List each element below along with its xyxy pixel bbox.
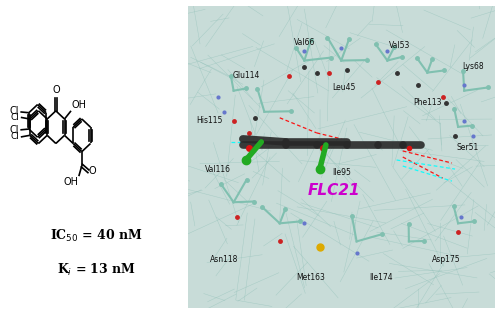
Text: OH: OH <box>64 177 78 187</box>
Text: Val53: Val53 <box>389 41 410 50</box>
Text: Asn118: Asn118 <box>210 255 238 264</box>
Text: Phe113: Phe113 <box>413 98 442 107</box>
Text: Cl: Cl <box>11 113 20 122</box>
Text: O: O <box>52 85 60 95</box>
Text: Asp175: Asp175 <box>432 255 460 264</box>
Text: Cl: Cl <box>10 126 20 136</box>
Text: FLC21: FLC21 <box>308 183 360 198</box>
Text: IC$_{50}$ = 40 nM: IC$_{50}$ = 40 nM <box>50 227 142 244</box>
Text: Leu45: Leu45 <box>332 83 356 92</box>
Text: Cl: Cl <box>10 106 20 116</box>
Text: Met163: Met163 <box>296 273 325 282</box>
Text: Ser51: Ser51 <box>456 143 478 153</box>
Text: Cl: Cl <box>11 133 20 142</box>
Text: Ile95: Ile95 <box>332 168 350 176</box>
Text: K$_i$ = 13 nM: K$_i$ = 13 nM <box>57 262 136 278</box>
Text: O: O <box>89 166 96 176</box>
Text: Lys68: Lys68 <box>462 62 484 71</box>
Text: Val66: Val66 <box>294 38 315 47</box>
Text: Glu114: Glu114 <box>232 71 260 80</box>
Text: Val116: Val116 <box>206 165 231 174</box>
Text: OH: OH <box>72 100 86 110</box>
Text: His115: His115 <box>196 116 222 125</box>
Text: Ile174: Ile174 <box>370 273 393 282</box>
